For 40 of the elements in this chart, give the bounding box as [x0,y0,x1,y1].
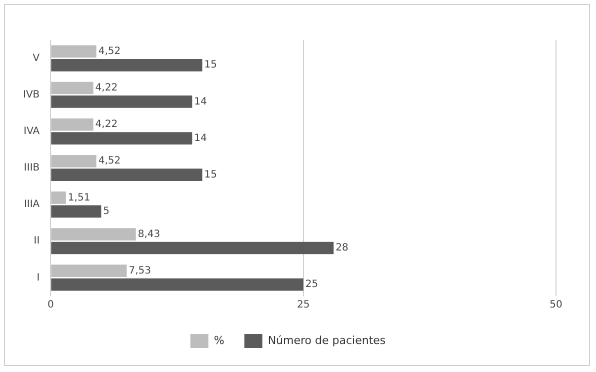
data-label: 28 [336,242,348,254]
bar [51,82,94,94]
bar [51,242,334,254]
data-label: 4,22 [95,82,118,94]
y-tick-label: IVB [22,89,40,100]
data-label: 14 [194,96,207,108]
y-tick-label: IVA [24,126,40,138]
legend-label: Número de pacientes [268,334,386,347]
data-label: 15 [204,169,217,180]
bar [51,205,102,218]
data-label: 4,52 [98,156,121,167]
y-tick-label: IIIA [24,199,40,210]
bar [51,96,192,108]
bar [51,154,96,168]
data-label: 5 [103,206,110,218]
y-tick-label: IIIB [24,162,40,174]
y-tick-label: II [34,236,40,247]
bar [51,58,202,72]
data-label: 8,43 [138,228,160,240]
data-label: 1,51 [68,192,90,204]
y-tick-label: I [36,272,40,284]
data-label: 14 [194,132,207,144]
data-label: 7,53 [128,265,152,276]
data-label: 4,52 [98,46,121,58]
legend-label: % [214,334,224,347]
x-tick-label: 0 [47,300,54,311]
x-tick-label: 25 [296,300,310,311]
bar [51,118,94,131]
bar [51,228,136,240]
bar [51,45,96,58]
y-tick-label: V [32,52,40,64]
bar [51,168,202,182]
data-label: 25 [305,279,318,290]
bar [51,264,127,278]
bar [51,132,192,144]
data-label: 15 [204,60,217,71]
data-label: 4,22 [95,119,118,130]
x-tick-label: 50 [550,300,562,311]
bar [51,192,66,204]
bar [51,278,304,291]
